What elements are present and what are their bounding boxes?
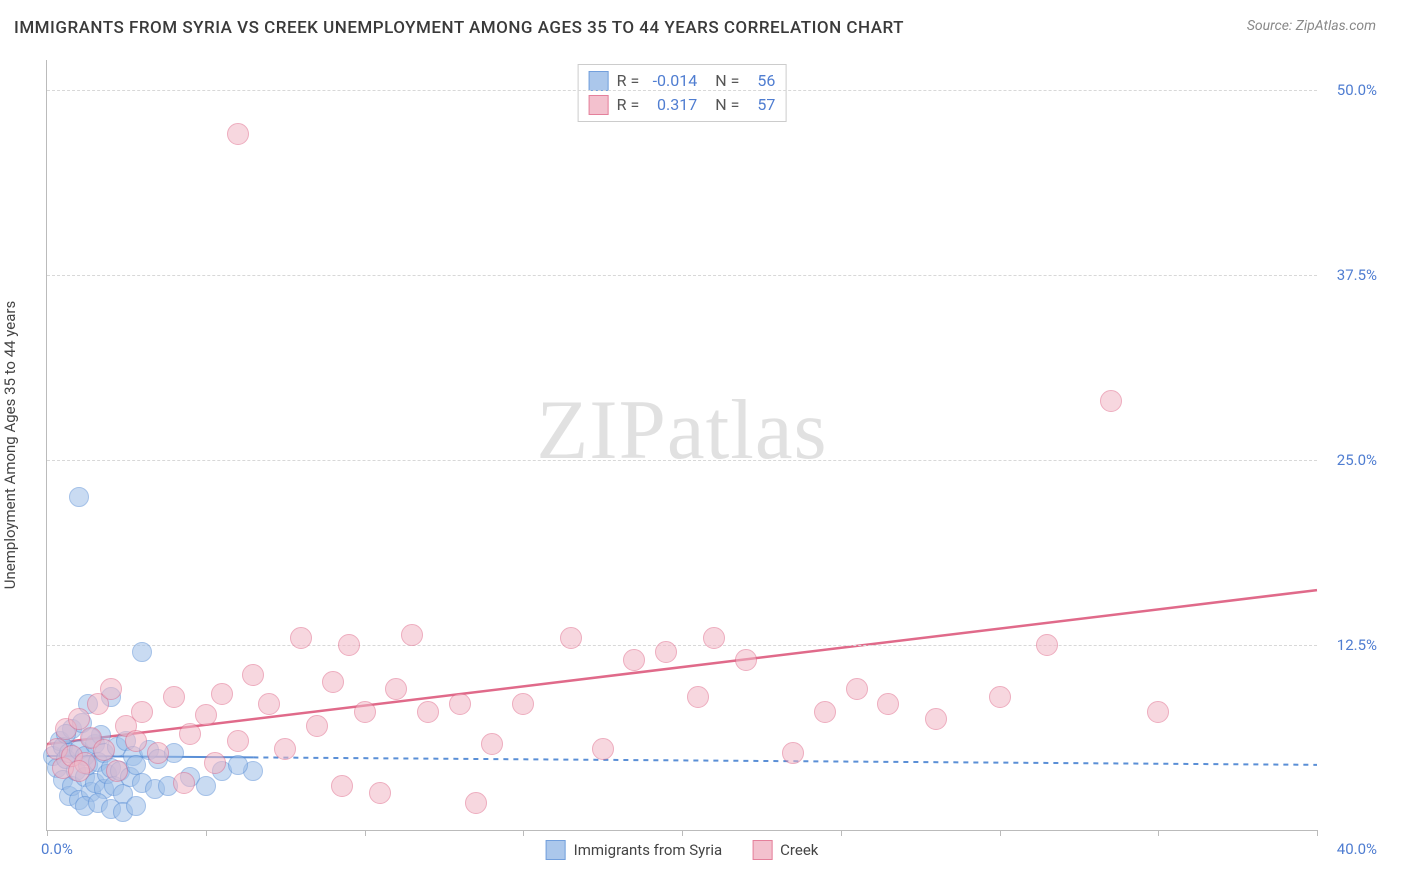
swatch-series-0 bbox=[589, 71, 609, 91]
y-tick-label: 37.5% bbox=[1322, 266, 1377, 284]
data-point-series-1 bbox=[782, 742, 804, 764]
data-point-series-1 bbox=[401, 624, 423, 646]
legend-item-1: Creek bbox=[752, 840, 818, 860]
data-point-series-1 bbox=[125, 730, 147, 752]
data-point-series-0 bbox=[228, 755, 248, 775]
data-point-series-0 bbox=[126, 796, 146, 816]
data-point-series-1 bbox=[93, 739, 115, 761]
data-point-series-1 bbox=[204, 752, 226, 774]
plot-container: Unemployment Among Ages 35 to 44 years Z… bbox=[46, 60, 1376, 830]
x-tick bbox=[523, 830, 524, 836]
data-point-series-1 bbox=[290, 627, 312, 649]
trend-lines-layer bbox=[47, 60, 1317, 830]
data-point-series-1 bbox=[338, 634, 360, 656]
data-point-series-1 bbox=[195, 704, 217, 726]
data-point-series-1 bbox=[623, 649, 645, 671]
x-tick bbox=[1158, 830, 1159, 836]
data-point-series-1 bbox=[68, 760, 90, 782]
x-tick bbox=[682, 830, 683, 836]
data-point-series-1 bbox=[687, 686, 709, 708]
data-point-series-1 bbox=[369, 782, 391, 804]
x-tick bbox=[206, 830, 207, 836]
y-axis-title: Unemployment Among Ages 35 to 44 years bbox=[1, 301, 19, 589]
data-point-series-1 bbox=[465, 792, 487, 814]
data-point-series-1 bbox=[274, 738, 296, 760]
gridline bbox=[47, 90, 1317, 91]
data-point-series-0 bbox=[132, 642, 152, 662]
x-axis-min-label: 0.0% bbox=[41, 840, 73, 858]
data-point-series-1 bbox=[227, 730, 249, 752]
data-point-series-1 bbox=[1100, 390, 1122, 412]
gridline bbox=[47, 275, 1317, 276]
x-axis-max-label: 40.0% bbox=[1337, 840, 1377, 858]
stats-row-series-1: R = 0.317 N = 57 bbox=[589, 93, 776, 117]
y-tick-label: 25.0% bbox=[1322, 451, 1377, 469]
source-attribution: Source: ZipAtlas.com bbox=[1247, 18, 1376, 34]
data-point-series-1 bbox=[68, 708, 90, 730]
data-point-series-0 bbox=[196, 776, 216, 796]
legend-label-0: Immigrants from Syria bbox=[574, 841, 723, 859]
swatch-series-1 bbox=[589, 95, 609, 115]
x-tick bbox=[841, 830, 842, 836]
x-tick bbox=[1000, 830, 1001, 836]
data-point-series-1 bbox=[655, 641, 677, 663]
stat-r-label: R = bbox=[617, 93, 640, 117]
data-point-series-1 bbox=[258, 693, 280, 715]
data-point-series-1 bbox=[322, 671, 344, 693]
data-point-series-1 bbox=[100, 678, 122, 700]
data-point-series-1 bbox=[1147, 701, 1169, 723]
y-tick-label: 12.5% bbox=[1322, 636, 1377, 654]
data-point-series-1 bbox=[1036, 634, 1058, 656]
x-tick bbox=[365, 830, 366, 836]
plot-area: ZIPatlas R = -0.014 N = 56 R = 0.317 N =… bbox=[46, 60, 1317, 831]
data-point-series-1 bbox=[173, 772, 195, 794]
data-point-series-1 bbox=[735, 649, 757, 671]
data-point-series-1 bbox=[512, 693, 534, 715]
data-point-series-1 bbox=[106, 760, 128, 782]
stat-n-label: N = bbox=[715, 93, 739, 117]
data-point-series-1 bbox=[331, 775, 353, 797]
data-point-series-1 bbox=[703, 627, 725, 649]
data-point-series-1 bbox=[179, 723, 201, 745]
stat-r-value-1: 0.317 bbox=[647, 93, 697, 117]
data-point-series-1 bbox=[306, 715, 328, 737]
data-point-series-1 bbox=[242, 664, 264, 686]
data-point-series-1 bbox=[354, 701, 376, 723]
stats-legend-box: R = -0.014 N = 56 R = 0.317 N = 57 bbox=[578, 64, 787, 122]
chart-title: IMMIGRANTS FROM SYRIA VS CREEK UNEMPLOYM… bbox=[14, 18, 904, 38]
legend-label-1: Creek bbox=[780, 841, 818, 859]
swatch-series-0 bbox=[546, 840, 566, 860]
x-tick bbox=[47, 830, 48, 836]
data-point-series-1 bbox=[846, 678, 868, 700]
data-point-series-1 bbox=[449, 693, 471, 715]
data-point-series-0 bbox=[69, 487, 89, 507]
data-point-series-1 bbox=[147, 742, 169, 764]
data-point-series-1 bbox=[385, 678, 407, 700]
data-point-series-1 bbox=[592, 738, 614, 760]
y-tick-label: 50.0% bbox=[1322, 81, 1377, 99]
gridline bbox=[47, 645, 1317, 646]
data-point-series-1 bbox=[417, 701, 439, 723]
data-point-series-1 bbox=[814, 701, 836, 723]
data-point-series-1 bbox=[989, 686, 1011, 708]
data-point-series-1 bbox=[227, 123, 249, 145]
data-point-series-1 bbox=[131, 701, 153, 723]
legend-item-0: Immigrants from Syria bbox=[546, 840, 723, 860]
data-point-series-1 bbox=[925, 708, 947, 730]
swatch-series-1 bbox=[752, 840, 772, 860]
bottom-legend: Immigrants from Syria Creek bbox=[546, 840, 819, 860]
data-point-series-1 bbox=[163, 686, 185, 708]
data-point-series-1 bbox=[211, 683, 233, 705]
data-point-series-1 bbox=[877, 693, 899, 715]
stat-n-value-1: 57 bbox=[747, 93, 775, 117]
data-point-series-1 bbox=[560, 627, 582, 649]
x-tick bbox=[1317, 830, 1318, 836]
gridline bbox=[47, 460, 1317, 461]
data-point-series-1 bbox=[481, 733, 503, 755]
